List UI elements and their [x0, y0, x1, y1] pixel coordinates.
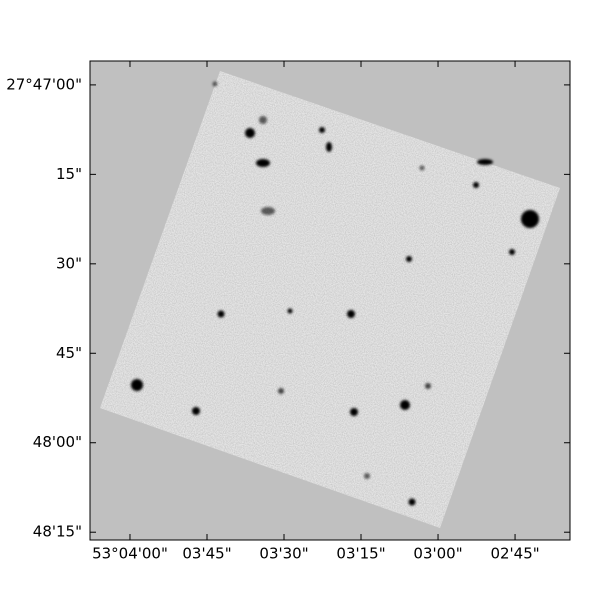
x-tick-label: 02'45" [490, 545, 539, 563]
y-tick-label: 15" [56, 165, 82, 183]
y-tick-label: 30" [56, 254, 82, 272]
x-tick-label: 03'00" [413, 545, 462, 563]
x-tick-label: 53°04'00" [92, 545, 168, 563]
plot-frame [89, 60, 571, 541]
x-tick-label: 03'30" [259, 545, 308, 563]
image [100, 71, 560, 528]
x-tick-label: 03'15" [336, 545, 385, 563]
y-tick-label: 48'00" [33, 433, 82, 451]
footprint [100, 71, 560, 528]
y-tick-label: 48'15" [33, 523, 82, 541]
y-tick-label: 27°47'00" [6, 75, 82, 93]
x-tick-label: 03'45" [182, 545, 231, 563]
y-tick-label: 45" [56, 344, 82, 362]
sources [131, 81, 539, 506]
